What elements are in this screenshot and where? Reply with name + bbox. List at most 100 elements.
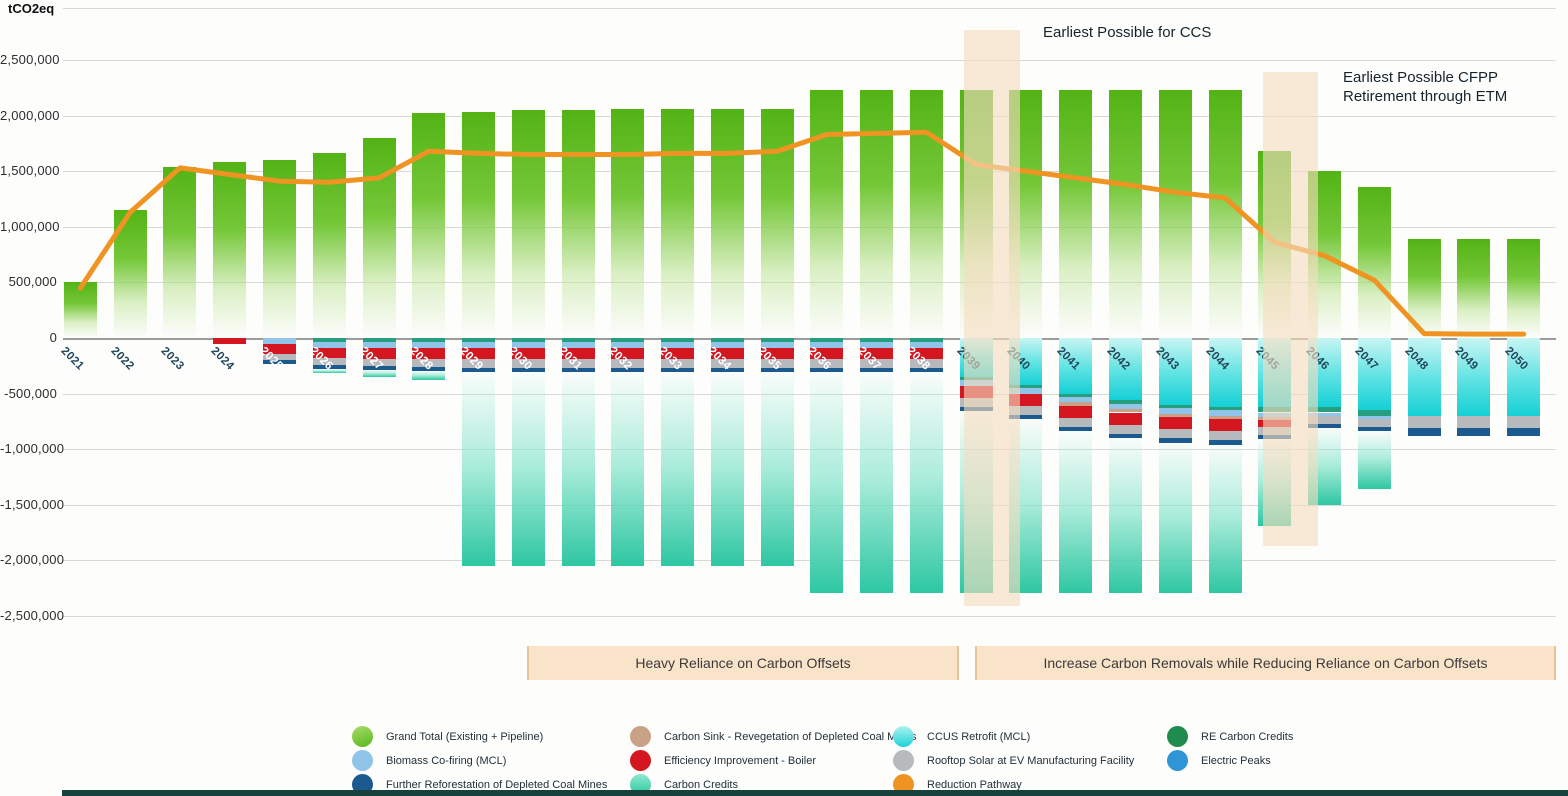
efficiency-bar-2028 [412, 348, 446, 360]
rooftop-bar-2040 [1009, 405, 1043, 415]
reforestation-bar-2046 [1308, 423, 1342, 429]
annotation-cfpp: Earliest Possible CFPP Retirement throug… [1343, 69, 1507, 107]
carbon_credits-bar-2030 [511, 371, 545, 566]
rooftop-bar-2034 [710, 359, 744, 369]
annotation-cfpp-line1: Earliest Possible CFPP [1343, 69, 1499, 86]
carbon_credits-bar-2033 [661, 371, 695, 566]
biomass-bar-2044 [1208, 410, 1242, 416]
grand-total-bar-2028 [412, 113, 446, 338]
reforestation-bar-2047 [1357, 426, 1391, 432]
grand-total-bar-2036 [810, 90, 844, 338]
re_carbon_credits-bar-2044 [1208, 406, 1242, 411]
efficiency-bar-2029 [462, 348, 496, 360]
re_carbon_credits-bar-2036 [810, 338, 844, 343]
efficiency-bar-2033 [661, 348, 695, 360]
y-axis-tick-label: 2,500,000 [0, 52, 60, 67]
carbon_credits-bar-2042 [1109, 438, 1143, 593]
biomass-bar-2041 [1059, 396, 1093, 403]
grand-total-bar-2047 [1357, 186, 1391, 338]
rooftop-bar-2044 [1208, 431, 1242, 441]
carbon_sink-bar-2042 [1109, 409, 1143, 413]
carbon_credits-bar-2043 [1158, 442, 1192, 593]
carbon_credits-bar-2029 [462, 371, 496, 566]
efficiency-bar-2025 [262, 343, 296, 354]
reforestation-bar-2025 [262, 360, 296, 364]
carbon_credits-bar-2032 [611, 371, 645, 566]
re_carbon_credits-bar-2026 [312, 338, 346, 343]
biomass-bar-2025 [262, 338, 296, 344]
biomass-bar-2043 [1158, 408, 1192, 414]
rooftop-bar-2031 [561, 359, 595, 369]
rooftop-bar-2030 [511, 359, 545, 369]
rooftop-bar-2043 [1158, 429, 1192, 439]
carbon_credits-bar-2027 [362, 370, 396, 377]
reforestation-bar-2050 [1507, 428, 1541, 436]
carbon_credits-bar-2041 [1059, 431, 1093, 593]
gridline [63, 393, 1556, 395]
re_carbon_credits-bar-2027 [362, 338, 396, 343]
gridline [63, 60, 1556, 61]
carbon_credits-bar-2035 [760, 371, 794, 566]
gridline [63, 504, 1556, 506]
grand-total-bar-2037 [860, 90, 894, 338]
biomass-bar-2037 [860, 342, 894, 348]
efficiency-bar-2042 [1109, 412, 1143, 425]
x-axis-year-label: 2024 [208, 345, 236, 373]
phase-band-label: Increase Carbon Removals while Reducing … [1043, 655, 1488, 671]
y-axis-tick-label: -1,500,000 [0, 496, 65, 512]
grand-total-bar-2048 [1407, 239, 1441, 338]
rooftop-bar-2050 [1507, 415, 1541, 429]
grand-total-bar-2032 [611, 108, 645, 338]
reforestation-bar-2027 [362, 366, 396, 371]
grand-total-bar-2026 [312, 153, 346, 338]
rooftop-bar-2049 [1457, 415, 1491, 429]
carbon_sink-bar-2044 [1208, 415, 1242, 420]
y-axis-tick-label: 0 [49, 330, 57, 345]
biomass-bar-2026 [312, 342, 346, 348]
carbon_credits-bar-2037 [860, 371, 894, 593]
gridline [63, 616, 1556, 617]
carbon_credits-bar-2026 [312, 368, 346, 374]
rooftop-bar-2033 [661, 359, 695, 369]
reforestation-bar-2044 [1208, 440, 1242, 445]
phase-band-label: Heavy Reliance on Carbon Offsets [635, 655, 851, 671]
gridline [63, 115, 1556, 117]
biomass-bar-2036 [810, 342, 844, 348]
ccus-bar-2041 [1059, 338, 1093, 394]
ccus-bar-2043 [1158, 338, 1192, 405]
biomass-bar-2029 [462, 342, 496, 348]
grand-total-bar-2033 [661, 108, 695, 338]
grand-total-bar-2022 [113, 210, 147, 338]
grand-total-bar-2050 [1507, 239, 1541, 338]
x-axis-year-label: 2023 [158, 345, 187, 373]
zero-gridline [63, 338, 1556, 340]
biomass-bar-2028 [412, 342, 446, 348]
efficiency-bar-2044 [1208, 419, 1242, 432]
re_carbon_credits-bar-2035 [760, 338, 794, 343]
rooftop-bar-2032 [611, 359, 645, 369]
grand-total-bar-2024 [213, 162, 247, 338]
biomass-bar-2038 [909, 342, 943, 348]
annotation-cfpp-line2: Retirement through ETM [1343, 87, 1508, 105]
gridline [63, 449, 1556, 451]
re_carbon_credits-bar-2042 [1109, 400, 1143, 404]
reforestation-bar-2033 [661, 368, 695, 372]
grand-total-bar-2021 [63, 282, 97, 338]
re_carbon_credits-bar-2034 [710, 338, 744, 343]
rooftop-bar-2047 [1357, 419, 1391, 427]
ccus-bar-2042 [1109, 338, 1143, 401]
efficiency-bar-2034 [710, 348, 744, 360]
carbon_credits-bar-2028 [412, 371, 446, 381]
rooftop-bar-2048 [1407, 415, 1441, 429]
ccus-bar-2049 [1457, 338, 1491, 416]
carbon_credits-bar-2044 [1208, 444, 1242, 593]
y-axis-tick-label: 500,000 [8, 274, 57, 290]
reforestation-bar-2036 [810, 368, 844, 372]
efficiency-bar-2037 [860, 348, 894, 360]
carbon_credits-bar-2036 [810, 371, 844, 593]
biomass-bar-2046 [1308, 412, 1342, 416]
reforestation-bar-2030 [511, 368, 545, 372]
carbon_credits-bar-2031 [561, 371, 595, 566]
gridline [63, 8, 1556, 9]
reforestation-bar-2049 [1457, 428, 1491, 436]
